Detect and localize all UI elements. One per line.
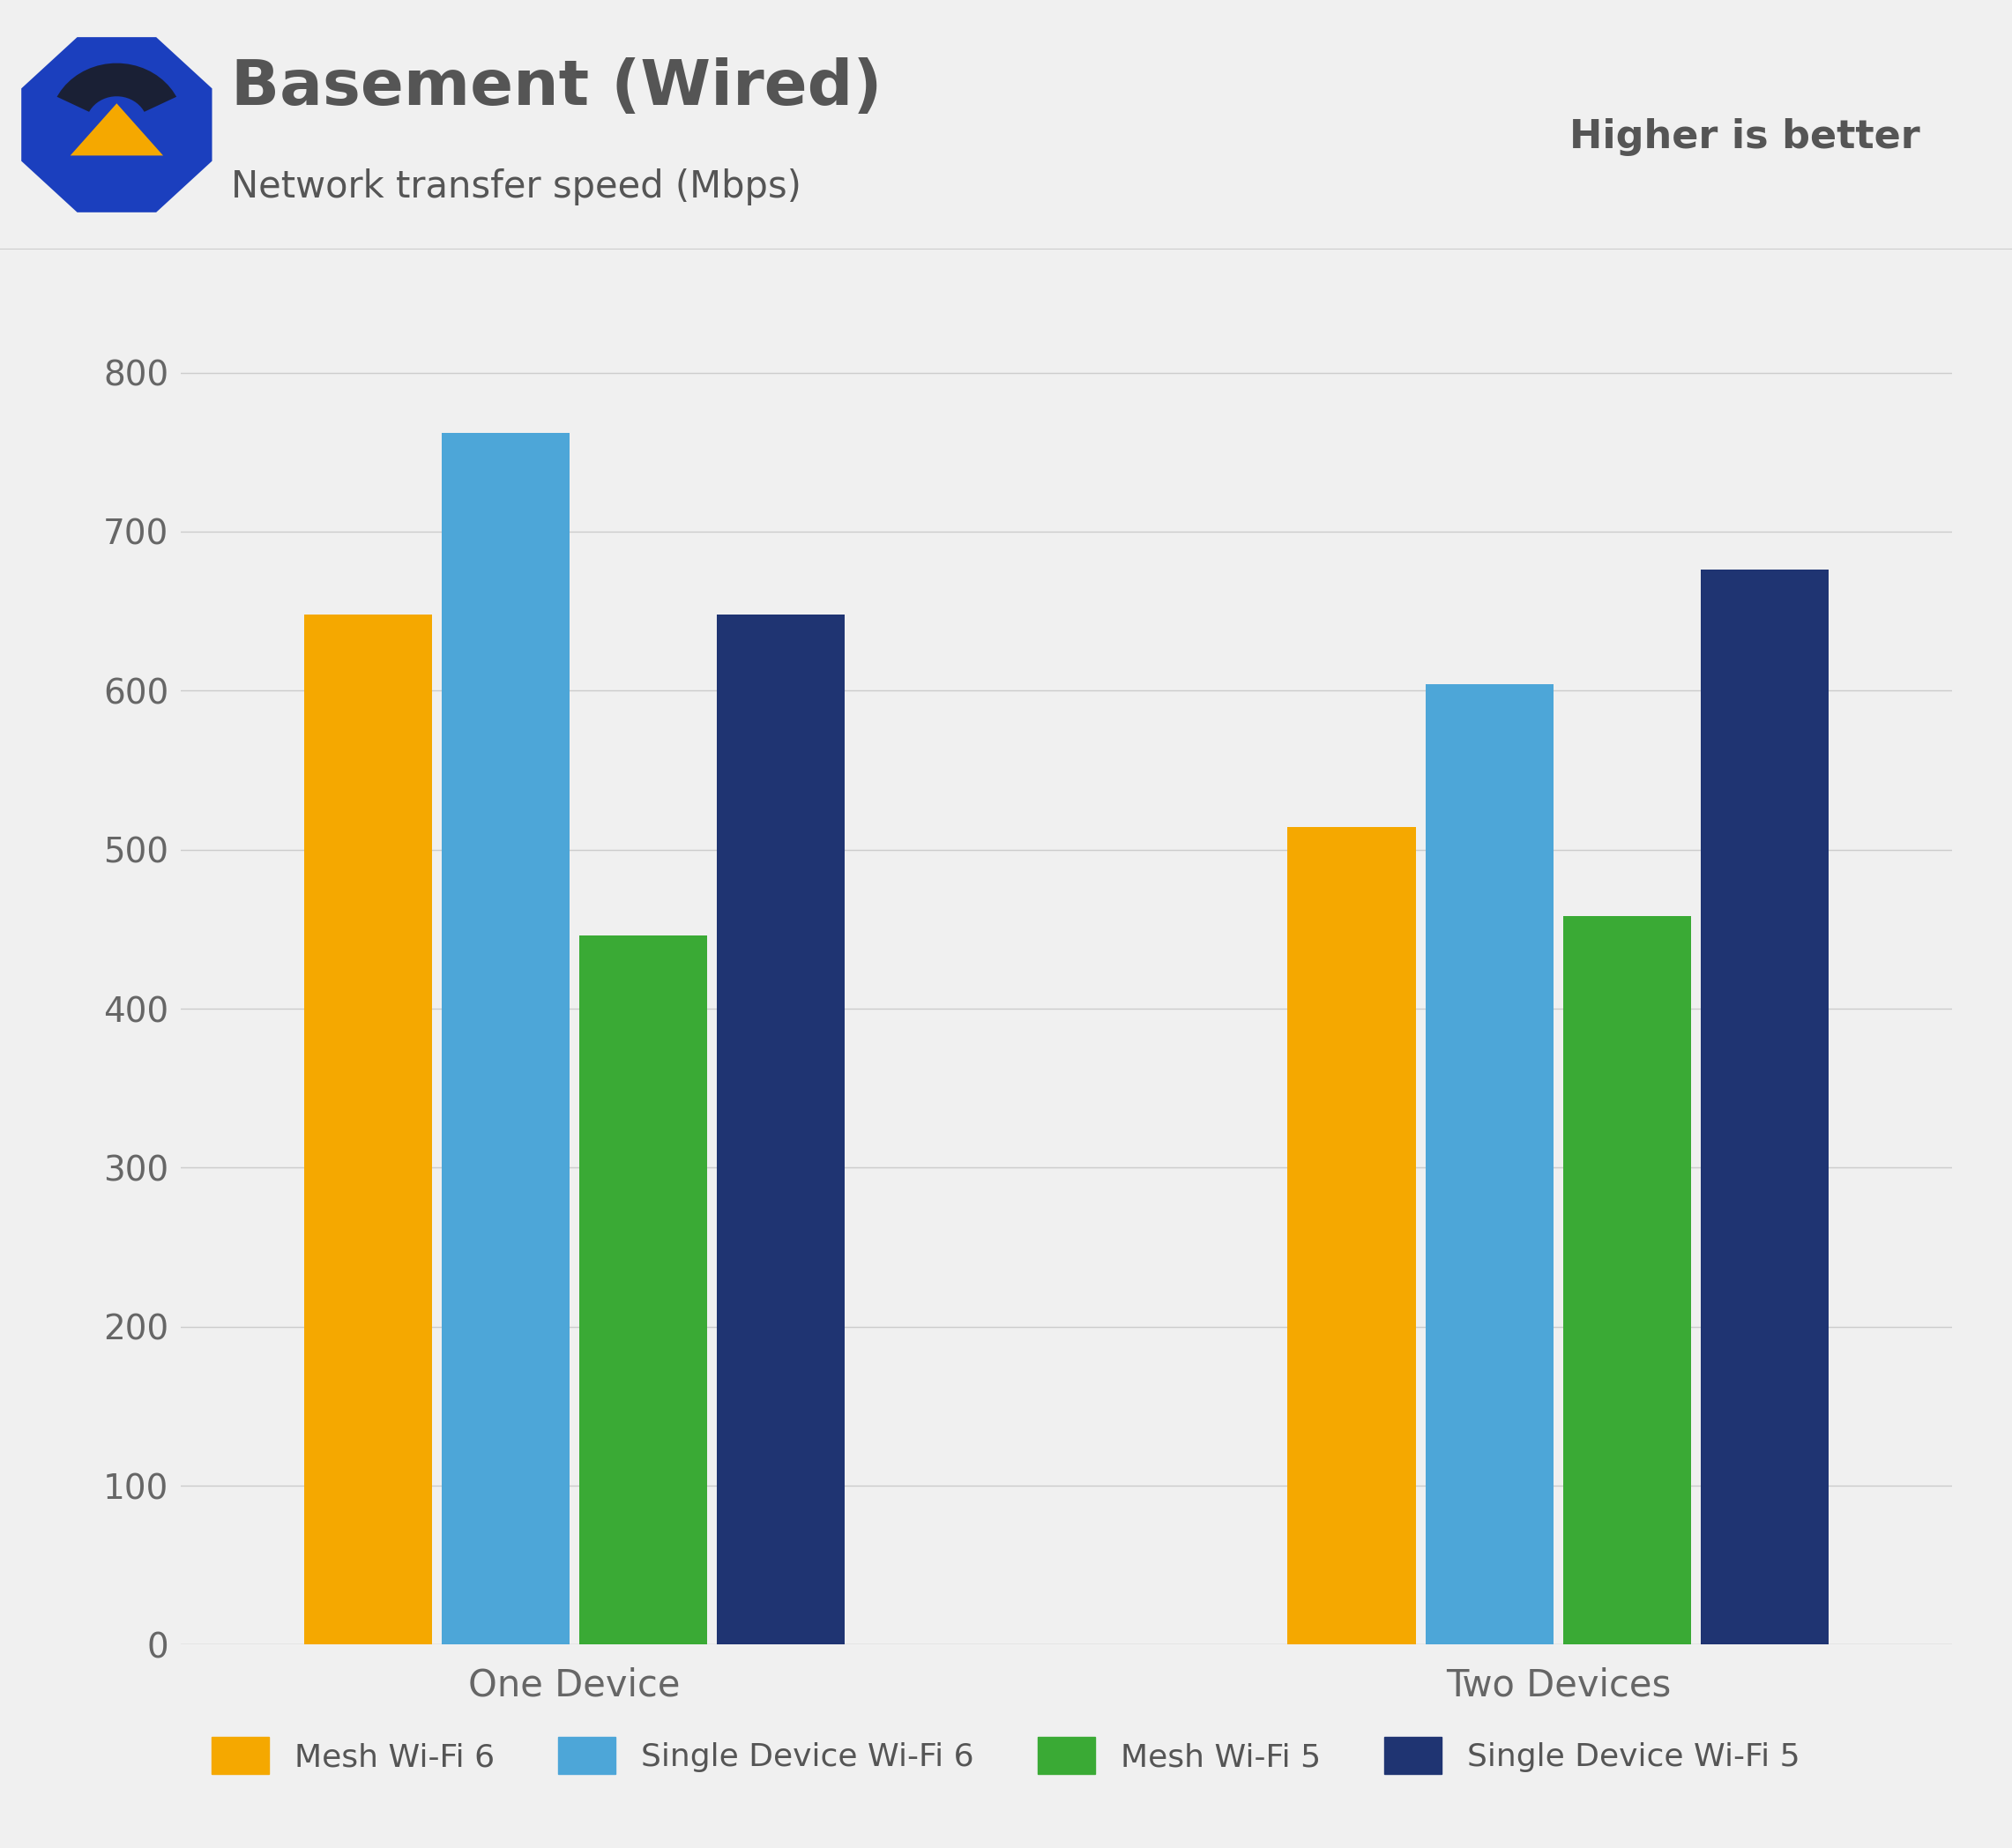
Legend: Mesh Wi-Fi 6, Single Device Wi-Fi 6, Mesh Wi-Fi 5, Single Device Wi-Fi 5: Mesh Wi-Fi 6, Single Device Wi-Fi 6, Mes… xyxy=(199,1724,1813,1787)
Polygon shape xyxy=(22,37,211,213)
Bar xyxy=(1563,917,1690,1645)
Text: Higher is better: Higher is better xyxy=(1569,118,1919,157)
Bar xyxy=(1700,569,1829,1645)
Polygon shape xyxy=(56,63,177,113)
Bar xyxy=(579,935,708,1645)
Bar xyxy=(304,614,433,1645)
Bar xyxy=(716,614,845,1645)
Bar xyxy=(1288,828,1416,1645)
Bar xyxy=(443,432,569,1645)
Text: Basement (Wired): Basement (Wired) xyxy=(231,57,883,118)
Text: Network transfer speed (Mbps): Network transfer speed (Mbps) xyxy=(231,168,801,205)
Polygon shape xyxy=(70,103,163,155)
Bar xyxy=(1424,684,1553,1645)
